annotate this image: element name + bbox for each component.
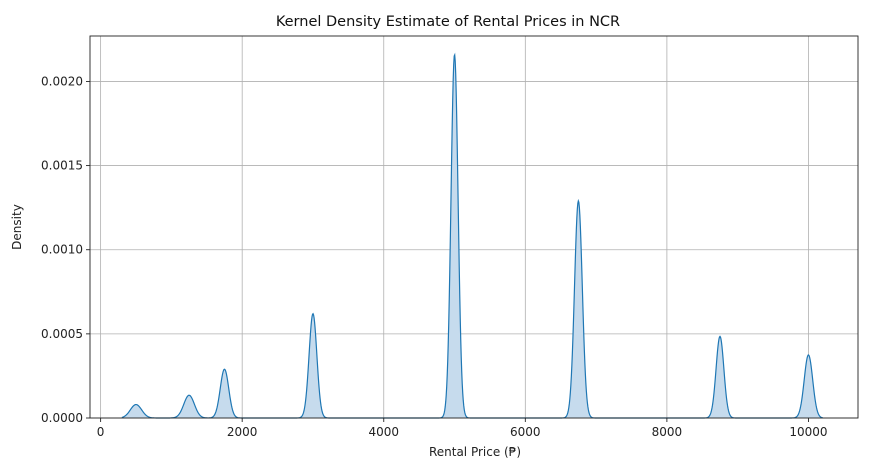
y-axis-ticks: 0.0000 0.0005 0.0010 0.0015 0.0020 (41, 74, 90, 425)
y-tick-label-1: 0.0005 (41, 327, 83, 341)
chart-title: Kernel Density Estimate of Rental Prices… (276, 14, 620, 30)
y-tick-label-3: 0.0015 (41, 159, 83, 173)
y-tick-label-2: 0.0010 (41, 243, 83, 257)
y-tick-label-0: 0.0000 (41, 411, 83, 425)
y-tick-label-4: 0.0020 (41, 74, 83, 88)
plot-frame (89, 35, 859, 419)
x-tick-label-4: 8000 (652, 425, 683, 439)
y-axis-label: Density (10, 204, 24, 250)
x-tick-label-5: 10000 (789, 425, 827, 439)
x-tick-label-1: 2000 (227, 425, 258, 439)
x-tick-label-3: 6000 (510, 425, 541, 439)
x-tick-label-0: 0 (97, 425, 105, 439)
x-tick-label-2: 4000 (368, 425, 399, 439)
density-fill-area (121, 54, 823, 418)
grid-lines (90, 36, 858, 419)
x-axis-ticks: 0 2000 4000 6000 8000 10000 (97, 418, 828, 439)
x-axis-label: Rental Price (₱) (429, 445, 521, 459)
